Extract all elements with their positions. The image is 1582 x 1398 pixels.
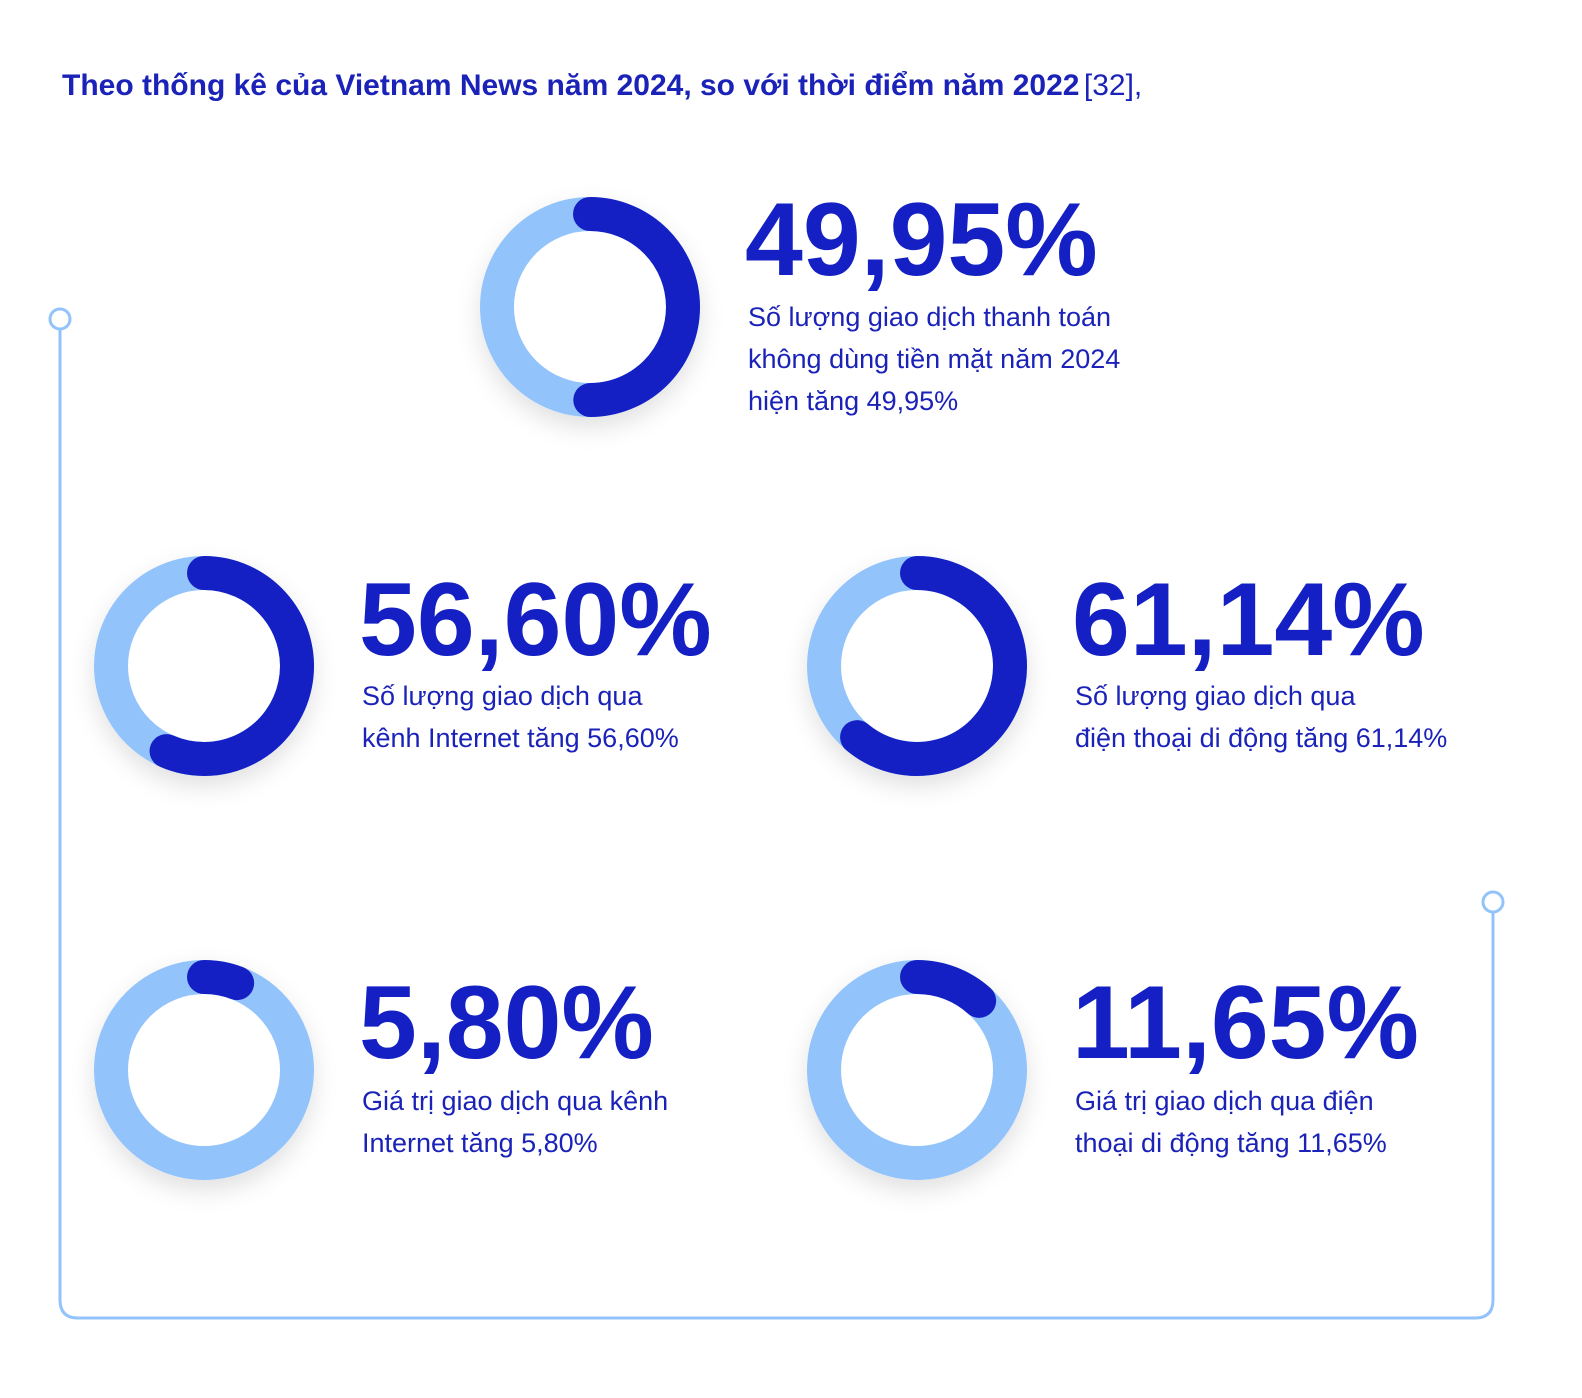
caption-line: điện thoại di động tăng 61,14% bbox=[1075, 723, 1447, 753]
value-label: 56,60% bbox=[359, 562, 712, 678]
frame-dot bbox=[1481, 890, 1505, 914]
caption-line: Số lượng giao dịch qua bbox=[1075, 681, 1356, 711]
value-label: 61,14% bbox=[1072, 562, 1425, 678]
title: Theo thống kê của Vietnam News năm 2024,… bbox=[62, 69, 1142, 102]
caption-line: Số lượng giao dịch qua bbox=[362, 681, 643, 711]
caption-line: hiện tăng 49,95% bbox=[748, 386, 958, 416]
caption-line: thoại di động tăng 11,65% bbox=[1075, 1128, 1387, 1158]
caption-line: không dùng tiền mặt năm 2024 bbox=[748, 344, 1120, 374]
caption-line: Số lượng giao dịch thanh toán bbox=[748, 302, 1111, 332]
value-label: 5,80% bbox=[359, 965, 654, 1081]
value-label: 49,95% bbox=[745, 182, 1098, 298]
citation: [32], bbox=[1084, 69, 1142, 102]
donut-arc bbox=[840, 556, 1027, 776]
caption-line: Giá trị giao dịch qua điện bbox=[1075, 1086, 1374, 1116]
value-label: 11,65% bbox=[1072, 965, 1419, 1081]
caption-line: kênh Internet tăng 56,60% bbox=[362, 723, 679, 753]
donut-arc bbox=[149, 556, 314, 776]
caption-line: Giá trị giao dịch qua kênh bbox=[362, 1086, 668, 1116]
donut-arc bbox=[900, 960, 997, 1018]
donut-arc bbox=[573, 197, 701, 417]
caption-line: Internet tăng 5,80% bbox=[362, 1128, 598, 1158]
donut-arc bbox=[187, 960, 255, 1001]
frame-line bbox=[58, 330, 1495, 1320]
title-text: Theo thống kê của Vietnam News năm 2024,… bbox=[62, 69, 1079, 102]
frame-dot bbox=[48, 307, 72, 331]
